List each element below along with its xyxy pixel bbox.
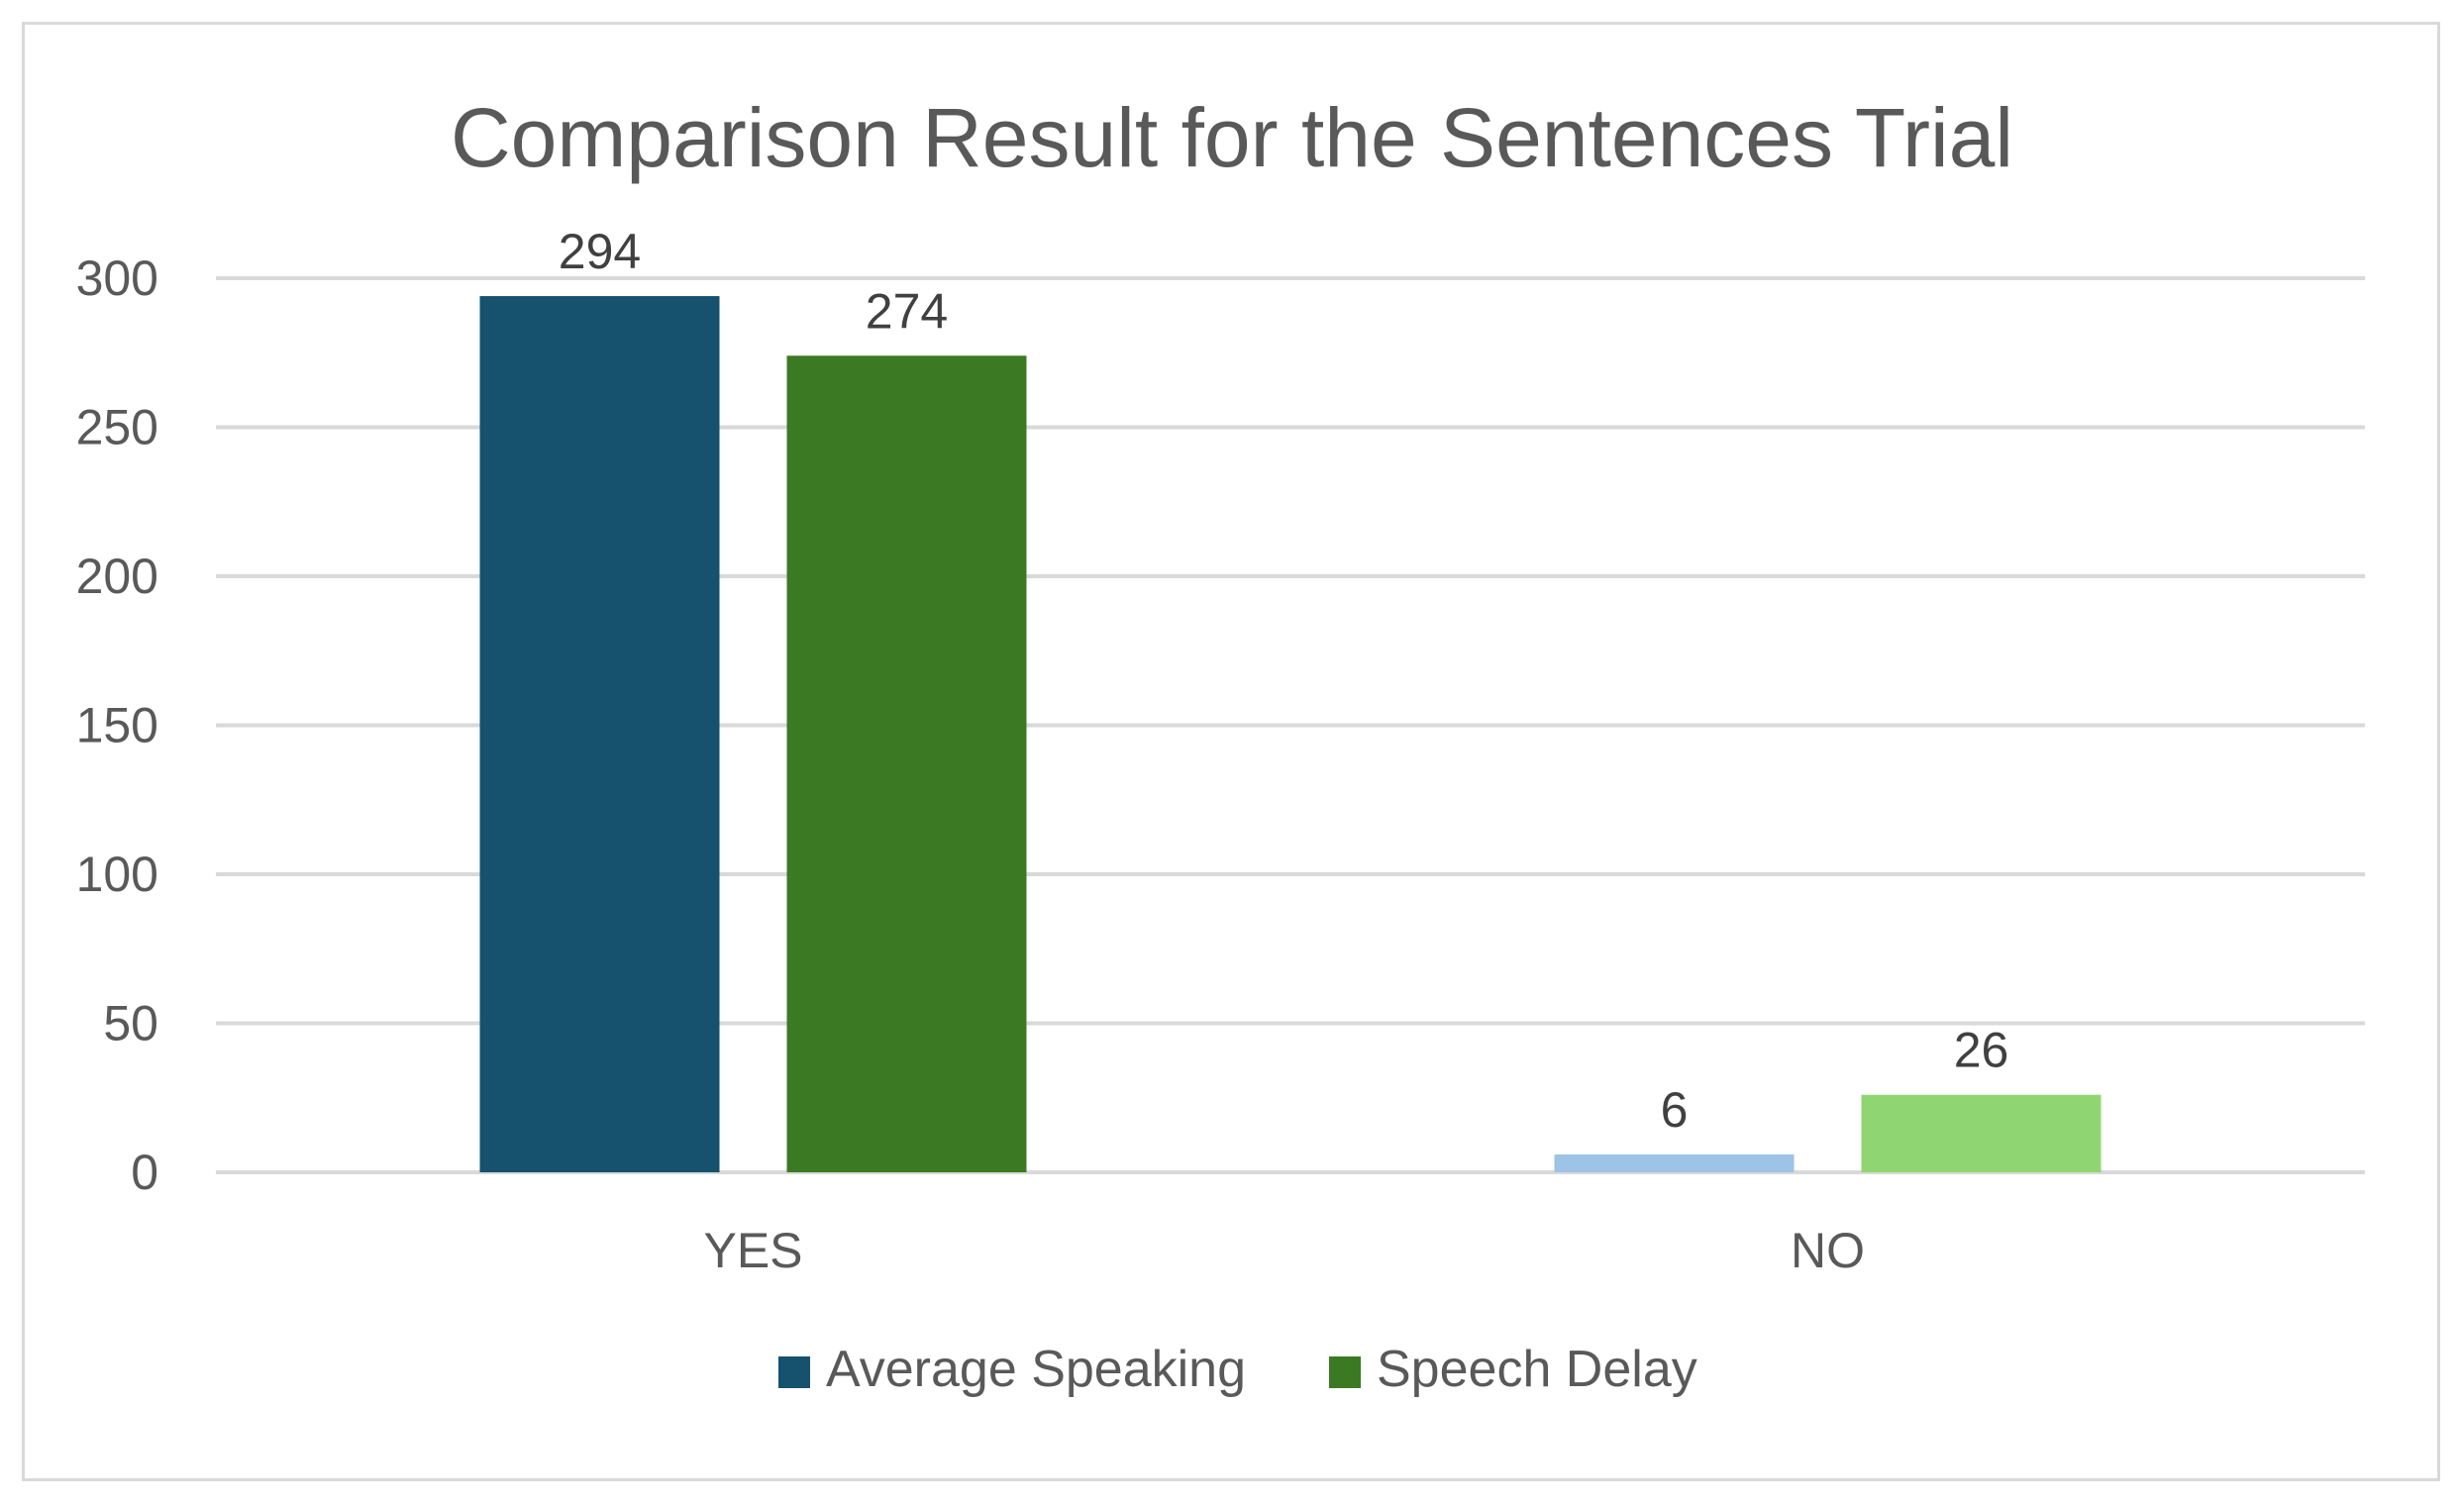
legend: Average Speaking Speech Delay [778, 1341, 1697, 1398]
y-tick-label: 100 [76, 847, 158, 902]
data-label: 26 [1954, 1023, 2009, 1078]
data-label: 6 [1661, 1082, 1689, 1138]
bar [479, 296, 720, 1172]
bar [1861, 1094, 2102, 1172]
y-tick-label: 150 [76, 698, 158, 753]
chart-title: Comparison Result for the Sentences Tria… [451, 91, 2013, 184]
x-tick-label: YES [703, 1223, 802, 1278]
bar [786, 355, 1027, 1172]
legend-swatch [1329, 1356, 1361, 1388]
x-axis-ticks: YES NO [703, 1223, 1865, 1278]
bars [479, 296, 2102, 1172]
x-tick-label: NO [1791, 1223, 1865, 1278]
y-tick-label: 250 [76, 400, 158, 455]
y-tick-label: 300 [76, 250, 158, 306]
y-tick-label: 50 [103, 996, 158, 1052]
bar [1554, 1153, 1795, 1172]
y-tick-label: 200 [76, 549, 158, 604]
data-labels: 294 274 6 26 [559, 224, 2009, 1138]
y-axis-ticks: 0 50 100 150 200 250 300 [76, 250, 158, 1200]
chart-frame [22, 22, 2440, 1481]
data-label: 294 [559, 224, 641, 279]
legend-label: Speech Delay [1377, 1341, 1697, 1398]
legend-label: Average Speaking [826, 1341, 1246, 1398]
legend-swatch [778, 1356, 810, 1388]
y-tick-label: 0 [131, 1145, 158, 1200]
data-label: 274 [866, 283, 948, 339]
